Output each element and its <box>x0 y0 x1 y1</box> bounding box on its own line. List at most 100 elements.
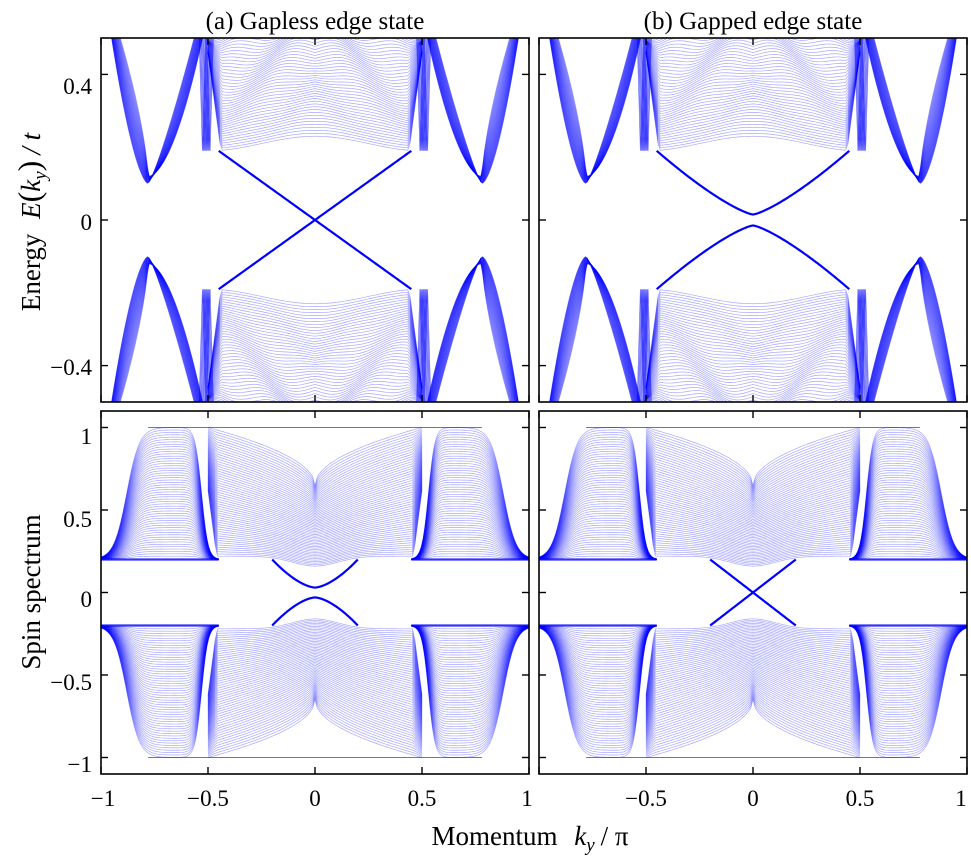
energy-band-center <box>645 38 861 49</box>
energy-band-outer-right <box>428 262 513 402</box>
energy-band-center <box>645 40 861 63</box>
spin-band-outer-left <box>101 625 219 720</box>
energy-band-outer-left <box>115 38 201 180</box>
energy-band-outer-right <box>865 263 949 402</box>
energy-band-outer-left <box>117 262 203 402</box>
energy-band-outer-left <box>111 257 197 402</box>
spin-band-outer-right <box>849 625 967 651</box>
spin-band-outer-right <box>849 625 967 663</box>
spin-band-outer-left <box>539 625 657 746</box>
energy-band-outer-right <box>433 257 519 402</box>
energy-band-outer-right <box>865 38 950 178</box>
spin-band-outer-right <box>849 625 967 661</box>
energy-band-outer-left <box>116 38 202 179</box>
energy-band-wall <box>636 289 645 402</box>
spin-band-outer-right <box>849 625 967 675</box>
spin-band-outer-right <box>849 441 967 560</box>
energy-band-wall <box>638 289 646 402</box>
spin-band-center <box>645 449 861 515</box>
spin-band-outer-right <box>849 625 967 634</box>
energy-band-center <box>645 356 861 399</box>
energy-band-outer-right <box>430 259 516 402</box>
spin-band-outer-right <box>849 625 967 668</box>
energy-band-outer-left <box>117 262 202 402</box>
spin-band-outer-left <box>539 625 657 753</box>
energy-band-outer-right <box>871 257 956 402</box>
spin-band-outer-left <box>539 625 657 684</box>
spin-band-center <box>645 642 861 714</box>
spin-band-outer-left <box>539 436 657 560</box>
spin-band-center <box>645 686 861 749</box>
spin-band-outer-left <box>539 625 657 751</box>
spin-band-outer-left <box>101 553 219 560</box>
spin-band-outer-right <box>411 546 529 560</box>
spin-band-outer-left <box>539 508 657 560</box>
spin-band-center <box>645 634 861 708</box>
spin-band-outer-right <box>411 446 529 560</box>
energy-band-outer-right <box>433 258 518 402</box>
energy-band-center <box>207 318 423 389</box>
spin-band-outer-left <box>539 625 657 663</box>
spin-band-outer-left <box>539 625 657 642</box>
spin-band-outer-left <box>101 625 219 656</box>
spin-band-outer-left <box>101 548 219 560</box>
energy-band-outer-left <box>112 38 197 182</box>
energy-band-outer-left <box>111 38 195 184</box>
spin-band-center <box>645 631 861 706</box>
spin-band-center <box>645 452 861 519</box>
spin-band-outer-left <box>101 501 219 560</box>
spin-band-center <box>207 445 423 510</box>
spin-band-center <box>207 692 423 754</box>
spin-band-outer-right <box>411 625 529 649</box>
spin-band-outer-right <box>411 625 529 632</box>
energy-band-center <box>207 45 423 99</box>
energy-band-center <box>645 391 861 402</box>
panel-b-plot <box>549 38 957 402</box>
spin-band-center <box>207 664 423 731</box>
energy-band-center <box>207 359 423 399</box>
spin-band-outer-left <box>101 543 219 560</box>
spin-band-center <box>207 450 423 516</box>
spin-band-outer-right <box>849 625 967 637</box>
spin-band-outer-left <box>101 625 219 703</box>
x-axis-label-tail: / π <box>601 821 629 851</box>
spin-band-outer-left <box>101 625 219 696</box>
energy-band-center <box>645 386 861 402</box>
energy-band-outer-left <box>111 256 195 402</box>
spin-band-outer-left <box>101 625 219 673</box>
energy-band-center <box>207 314 423 389</box>
energy-band-center <box>645 389 861 402</box>
energy-band-outer-left <box>113 38 199 181</box>
energy-band-center <box>645 50 861 119</box>
spin-band-outer-left <box>539 625 657 694</box>
energy-band-outer-left <box>551 38 637 181</box>
spin-band-outer-right <box>849 517 967 560</box>
energy-band-center <box>207 52 423 130</box>
energy-band-outer-left <box>111 38 196 184</box>
spin-band-outer-right <box>849 439 967 560</box>
spin-band-outer-left <box>101 546 219 560</box>
spin-band-outer-left <box>101 625 219 675</box>
spin-band-center <box>645 646 861 717</box>
spin-band-outer-left <box>101 508 219 560</box>
energy-band-outer-left <box>117 261 202 402</box>
spin-band-outer-left <box>101 515 219 560</box>
energy-band-outer-left <box>113 259 199 402</box>
spin-band-outer-left <box>101 534 219 560</box>
spin-band-center <box>645 485 861 561</box>
energy-band-center <box>645 347 861 397</box>
panel-d-plot <box>539 427 967 758</box>
energy-band-outer-left <box>113 38 199 181</box>
spin-band-outer-right <box>411 472 529 560</box>
energy-band-wall <box>636 38 645 151</box>
spin-band-outer-left <box>101 429 219 560</box>
spin-band-center <box>207 642 423 714</box>
energy-band-outer-left <box>550 259 636 402</box>
spin-band-outer-right <box>411 625 529 751</box>
spin-band-outer-right <box>849 470 967 560</box>
spin-band-center <box>207 688 423 750</box>
panel-b-title: (b) Gapped edge state <box>644 8 863 35</box>
spin-band-center <box>645 488 861 565</box>
energy-band-outer-right <box>429 261 515 402</box>
spin-band-center <box>645 471 861 543</box>
